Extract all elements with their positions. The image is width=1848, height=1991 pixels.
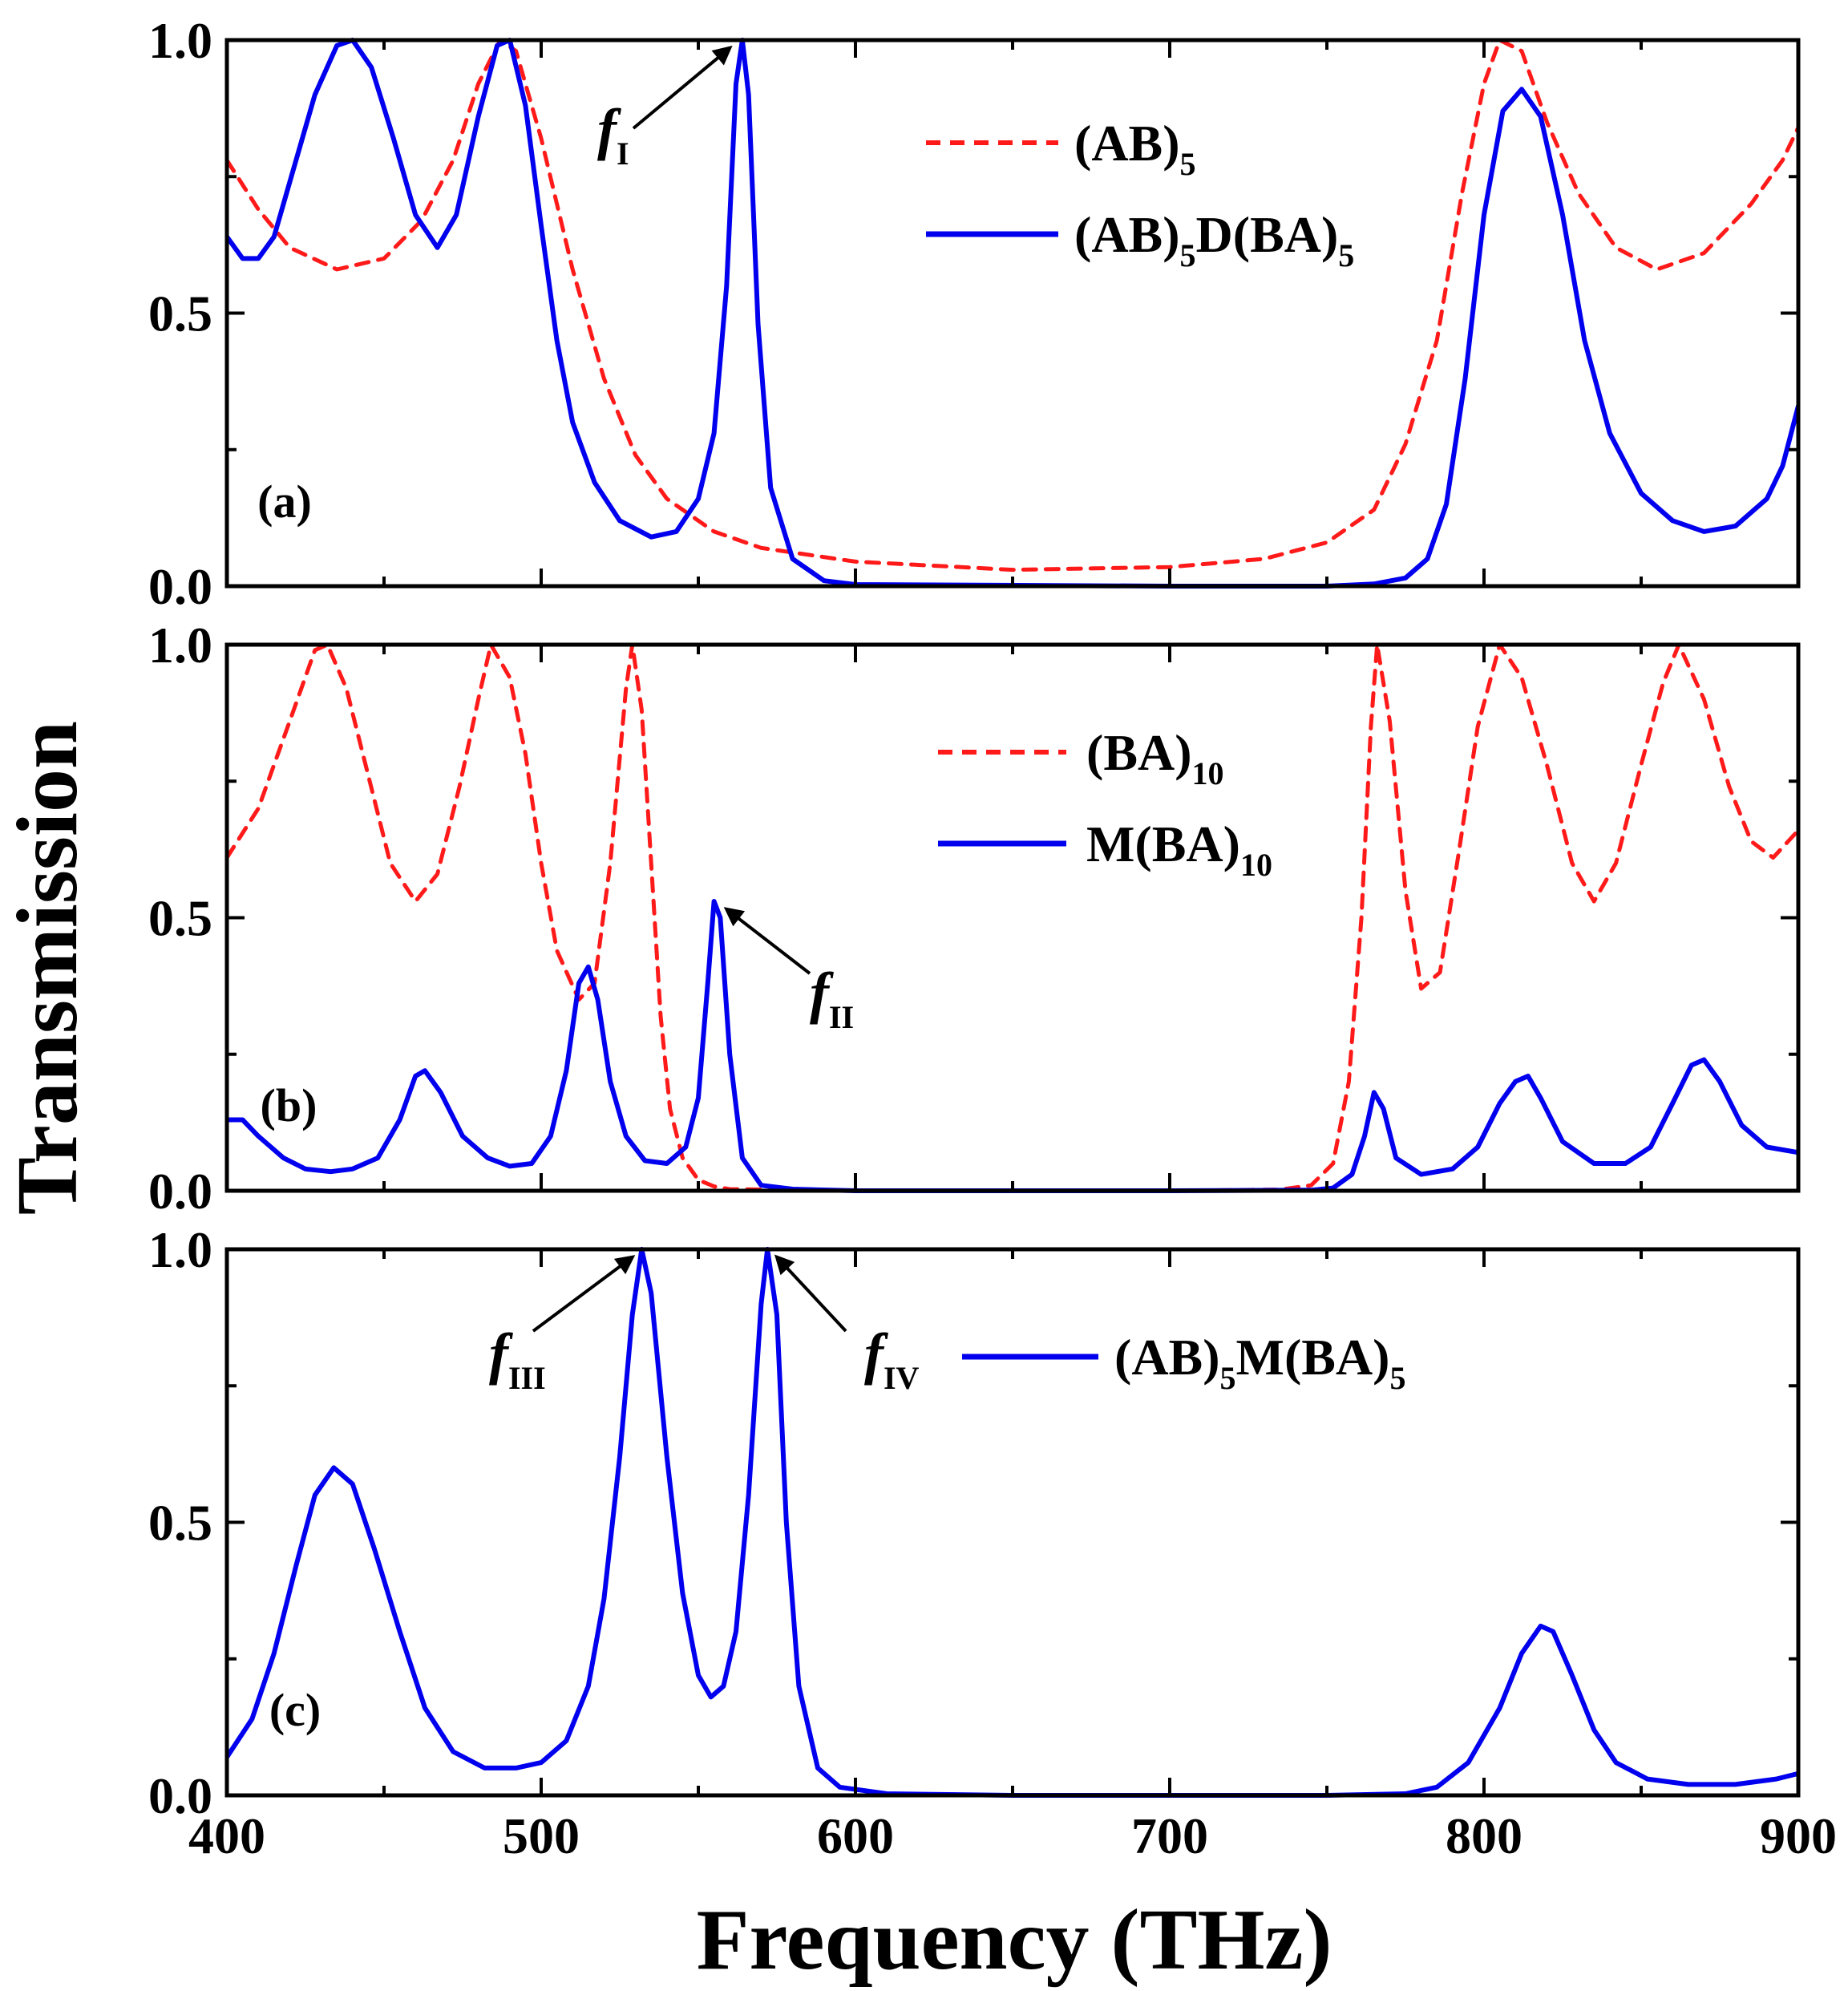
peak-annotation-label: fI <box>597 97 629 172</box>
annotation-arrow <box>723 907 811 975</box>
panel-label: (b) <box>261 1079 317 1131</box>
panel-label: (c) <box>269 1684 321 1736</box>
x-tick-label: 700 <box>1131 1807 1208 1864</box>
y-tick-label: 1.0 <box>148 1221 212 1278</box>
legend-label: (AB)5D(BA)5 <box>1074 206 1354 273</box>
y-tick-label: 1.0 <box>148 12 212 69</box>
annotation-arrow <box>632 45 733 130</box>
peak-annotation-label: fIV <box>864 1321 920 1396</box>
peak-annotation-label: fII <box>810 961 854 1035</box>
series-line-solid <box>227 38 1798 589</box>
panel-b: (BA)10 M(BA)10 0.0 0.5 1.0 (b) fII <box>148 617 1801 1220</box>
x-tick-label: 600 <box>817 1807 894 1864</box>
y-axis-title: Transmission <box>0 721 95 1215</box>
plot-frame <box>224 642 1801 1193</box>
legend-label: (BA)10 <box>1086 724 1224 791</box>
x-tick-label: 500 <box>503 1807 580 1864</box>
x-tick-label: 400 <box>188 1807 265 1864</box>
y-tick-label: 0.5 <box>148 285 212 342</box>
x-tick-label: 800 <box>1446 1807 1522 1864</box>
y-tick-label: 1.0 <box>148 617 212 674</box>
legend-label: (AB)5 <box>1074 115 1196 182</box>
x-tick-label: 900 <box>1760 1807 1837 1864</box>
peak-annotation-label: fIII <box>489 1321 546 1396</box>
plot-frame <box>224 38 1801 589</box>
y-tick-label: 0.0 <box>148 558 212 615</box>
annotation-arrow <box>774 1254 847 1333</box>
legend-label: (AB)5M(BA)5 <box>1114 1329 1405 1396</box>
series-line-dashed <box>227 38 1798 573</box>
x-axis-title: Frequency (THz) <box>697 1892 1332 1988</box>
y-tick-label: 0.5 <box>148 1495 212 1552</box>
plot-frame <box>224 1247 1801 1798</box>
y-tick-label: 0.0 <box>148 1767 212 1824</box>
legend-label: M(BA)10 <box>1086 815 1272 883</box>
series-line-dashed <box>227 642 1798 1193</box>
series-line-solid <box>227 1247 1798 1798</box>
series-line-solid <box>227 899 1798 1193</box>
annotation-arrow <box>532 1255 636 1333</box>
panel-c: (AB)5M(BA)5 400 500 600 700 800 900 0.0 0.5 1.0 (c… <box>148 1221 1837 1864</box>
y-tick-label: 0.0 <box>148 1163 212 1220</box>
panel-label: (a) <box>257 475 312 528</box>
y-tick-label: 0.5 <box>148 890 212 947</box>
panel-a: (AB)5 (AB)5D(BA)5 0.0 0.5 1.0 (a) fI <box>148 12 1801 615</box>
